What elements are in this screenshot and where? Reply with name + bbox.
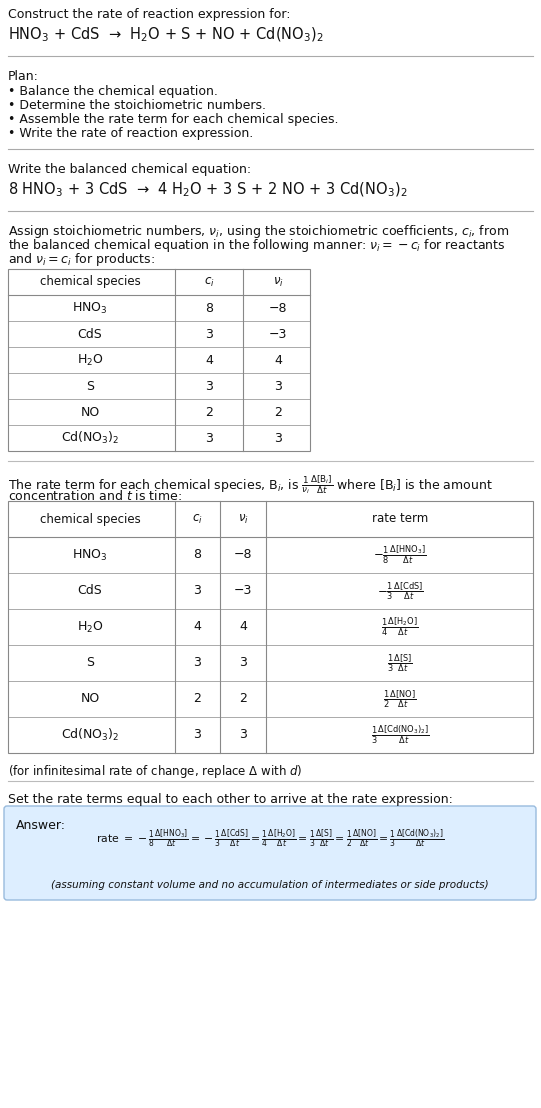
Text: The rate term for each chemical species, B$_i$, is $\frac{1}{\nu_i}\frac{\Delta[: The rate term for each chemical species,… [8, 473, 493, 495]
Text: (assuming constant volume and no accumulation of intermediates or side products): (assuming constant volume and no accumul… [51, 880, 489, 890]
Text: 3: 3 [274, 380, 282, 392]
Text: −8: −8 [269, 301, 287, 315]
Text: $c_i$: $c_i$ [192, 512, 202, 525]
Text: 3: 3 [193, 728, 201, 741]
Text: Write the balanced chemical equation:: Write the balanced chemical equation: [8, 163, 251, 176]
FancyBboxPatch shape [4, 806, 536, 900]
Text: HNO$_3$: HNO$_3$ [72, 547, 108, 563]
Text: $\frac{1}{3}\frac{\Delta[\mathrm{Cd(NO_3)_2}]}{\Delta t}$: $\frac{1}{3}\frac{\Delta[\mathrm{Cd(NO_3… [371, 724, 430, 746]
Text: 3: 3 [274, 431, 282, 444]
Text: −8: −8 [234, 548, 252, 562]
Text: NO: NO [81, 692, 100, 706]
Text: $-\frac{1}{8}\frac{\Delta[\mathrm{HNO_3}]}{\Delta t}$: $-\frac{1}{8}\frac{\Delta[\mathrm{HNO_3}… [373, 544, 427, 566]
Text: 8 HNO$_3$ + 3 CdS  →  4 H$_2$O + 3 S + 2 NO + 3 Cd(NO$_3$)$_2$: 8 HNO$_3$ + 3 CdS → 4 H$_2$O + 3 S + 2 N… [8, 181, 407, 199]
Text: −3: −3 [234, 585, 252, 597]
Text: H$_2$O: H$_2$O [77, 619, 103, 635]
Text: $\nu_i$: $\nu_i$ [237, 512, 248, 525]
Text: 4: 4 [193, 620, 201, 634]
Text: • Assemble the rate term for each chemical species.: • Assemble the rate term for each chemic… [8, 113, 339, 126]
Text: 8: 8 [205, 301, 213, 315]
Text: $c_i$: $c_i$ [203, 276, 214, 288]
Text: 4: 4 [205, 353, 213, 367]
Text: 3: 3 [193, 657, 201, 669]
Text: concentration and $t$ is time:: concentration and $t$ is time: [8, 489, 182, 503]
Text: Cd(NO$_3$)$_2$: Cd(NO$_3$)$_2$ [61, 430, 119, 447]
Text: $\frac{1}{3}\frac{\Delta[\mathrm{S}]}{\Delta t}$: $\frac{1}{3}\frac{\Delta[\mathrm{S}]}{\D… [387, 653, 413, 674]
Text: Set the rate terms equal to each other to arrive at the rate expression:: Set the rate terms equal to each other t… [8, 793, 453, 806]
Text: the balanced chemical equation in the following manner: $\nu_i = -c_i$ for react: the balanced chemical equation in the fo… [8, 237, 505, 254]
Text: 2: 2 [193, 692, 201, 706]
Text: −3: −3 [269, 328, 287, 340]
Text: 3: 3 [239, 728, 247, 741]
Text: Cd(NO$_3$)$_2$: Cd(NO$_3$)$_2$ [61, 727, 119, 743]
Text: 3: 3 [205, 380, 213, 392]
Text: 4: 4 [274, 353, 282, 367]
Text: $\frac{1}{4}\frac{\Delta[\mathrm{H_2O}]}{\Delta t}$: $\frac{1}{4}\frac{\Delta[\mathrm{H_2O}]}… [381, 616, 419, 638]
Text: H$_2$O: H$_2$O [77, 352, 103, 368]
Text: and $\nu_i = c_i$ for products:: and $\nu_i = c_i$ for products: [8, 252, 155, 268]
Text: • Write the rate of reaction expression.: • Write the rate of reaction expression. [8, 127, 253, 140]
Text: CdS: CdS [77, 328, 102, 340]
Text: • Balance the chemical equation.: • Balance the chemical equation. [8, 85, 218, 98]
Text: 3: 3 [193, 585, 201, 597]
Text: • Determine the stoichiometric numbers.: • Determine the stoichiometric numbers. [8, 99, 266, 112]
Text: HNO$_3$: HNO$_3$ [72, 300, 108, 316]
Text: rate term: rate term [372, 513, 428, 525]
Text: Plan:: Plan: [8, 70, 39, 83]
Text: (for infinitesimal rate of change, replace Δ with $d$): (for infinitesimal rate of change, repla… [8, 763, 302, 780]
Text: 2: 2 [239, 692, 247, 706]
Text: 3: 3 [205, 328, 213, 340]
Text: 8: 8 [193, 548, 201, 562]
Text: S: S [86, 380, 94, 392]
Text: 2: 2 [274, 406, 282, 419]
Text: 4: 4 [239, 620, 247, 634]
Bar [8, 269, 310, 451]
Text: chemical species: chemical species [39, 513, 140, 525]
Text: $\frac{1}{2}\frac{\Delta[\mathrm{NO}]}{\Delta t}$: $\frac{1}{2}\frac{\Delta[\mathrm{NO}]}{\… [384, 688, 417, 710]
Text: 3: 3 [205, 431, 213, 444]
Text: NO: NO [81, 406, 100, 419]
Text: HNO$_3$ + CdS  →  H$_2$O + S + NO + Cd(NO$_3$)$_2$: HNO$_3$ + CdS → H$_2$O + S + NO + Cd(NO$… [8, 25, 324, 44]
Text: $\nu_i$: $\nu_i$ [273, 276, 283, 288]
Text: $-\frac{1}{3}\frac{\Delta[\mathrm{CdS}]}{\Delta t}$: $-\frac{1}{3}\frac{\Delta[\mathrm{CdS}]}… [377, 581, 424, 602]
Text: CdS: CdS [77, 585, 102, 597]
Text: 2: 2 [205, 406, 213, 419]
Text: 3: 3 [239, 657, 247, 669]
Text: Construct the rate of reaction expression for:: Construct the rate of reaction expressio… [8, 8, 291, 21]
Text: Assign stoichiometric numbers, $\nu_i$, using the stoichiometric coefficients, $: Assign stoichiometric numbers, $\nu_i$, … [8, 223, 509, 240]
Bar [8, 501, 533, 753]
Text: S: S [86, 657, 94, 669]
Text: chemical species: chemical species [39, 276, 140, 288]
Text: rate $= -\frac{1}{8}\frac{\Delta[\mathrm{HNO_3}]}{\Delta t} = -\frac{1}{3}\frac{: rate $= -\frac{1}{8}\frac{\Delta[\mathrm… [96, 828, 444, 851]
Text: Answer:: Answer: [16, 819, 66, 832]
